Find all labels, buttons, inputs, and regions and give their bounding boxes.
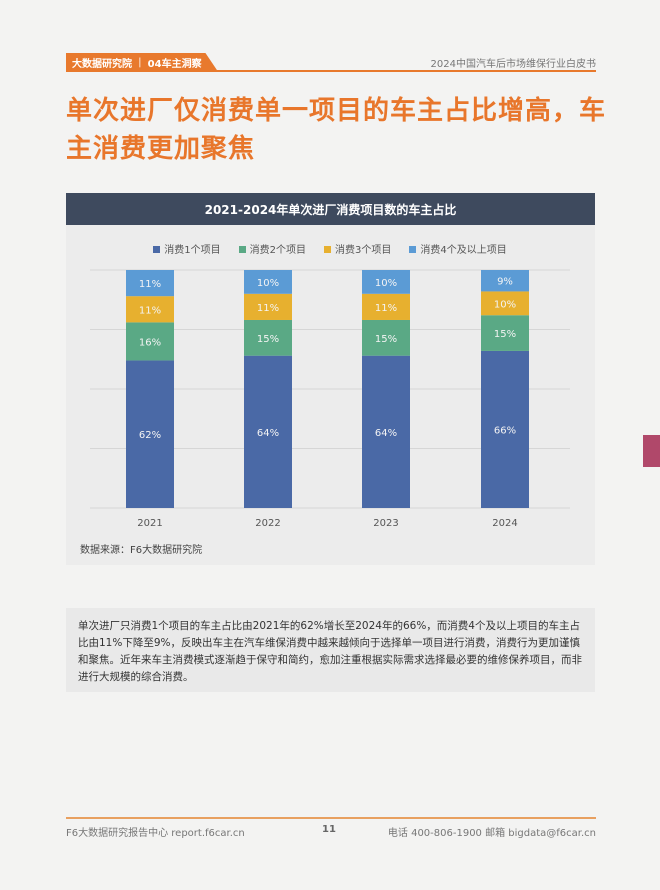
bar-segment bbox=[244, 293, 292, 320]
summary-text: 单次进厂只消费1个项目的车主占比由2021年的62%增长至2024年的66%，而… bbox=[66, 608, 595, 692]
footer-left: F6大数据研究报告中心 report.f6car.cn bbox=[66, 828, 245, 839]
footer-rule bbox=[66, 817, 596, 819]
x-tick-label: 2023 bbox=[373, 518, 398, 529]
data-label: 16% bbox=[139, 337, 161, 348]
document-title: 2024中国汽车后市场维保行业白皮书 bbox=[430, 59, 596, 70]
footer-contact: 电话 400-806-1900 邮箱 bigdata@f6car.cn bbox=[387, 828, 596, 839]
bar-segment bbox=[362, 293, 410, 320]
legend-item: 消费2个项目 bbox=[238, 241, 306, 256]
bar-segment bbox=[481, 291, 529, 316]
bar-segment bbox=[126, 296, 174, 323]
legend-label: 消费3个项目 bbox=[335, 245, 392, 256]
data-label: 11% bbox=[375, 303, 397, 314]
data-label: 11% bbox=[139, 279, 161, 290]
bar-segment bbox=[244, 270, 292, 294]
data-label: 15% bbox=[257, 334, 279, 345]
legend-item: 消费4个及以上项目 bbox=[409, 241, 507, 256]
data-label: 64% bbox=[257, 428, 279, 439]
bar-segment bbox=[244, 355, 292, 508]
bar-segment bbox=[362, 355, 410, 508]
legend-label: 消费4个及以上项目 bbox=[420, 245, 507, 256]
legend-label: 消费2个项目 bbox=[249, 245, 306, 256]
bar-segment bbox=[481, 350, 529, 508]
x-tick-label: 2022 bbox=[255, 518, 280, 529]
data-label: 10% bbox=[494, 299, 516, 310]
bar-segment bbox=[481, 315, 529, 351]
data-label: 62% bbox=[139, 430, 161, 441]
data-source: 数据来源：F6大数据研究院 bbox=[80, 545, 203, 556]
legend-swatch bbox=[409, 246, 417, 253]
legend-swatch bbox=[153, 246, 161, 253]
header-badge: 大数据研究院 | 04车主洞察 bbox=[66, 53, 218, 71]
data-label: 11% bbox=[139, 305, 161, 316]
legend-swatch bbox=[324, 246, 331, 253]
bar-segment bbox=[126, 270, 174, 297]
section-label: 04车主洞察 bbox=[147, 58, 202, 70]
bar-segment bbox=[362, 270, 410, 294]
legend-item: 消费1个项目 bbox=[153, 241, 221, 256]
bar-segment bbox=[126, 322, 174, 361]
x-tick-label: 2021 bbox=[137, 518, 162, 529]
side-tab[interactable] bbox=[643, 435, 660, 467]
chart-legend: 消费1个项目 消费2个项目 消费3个项目 消费4个及以上项目 bbox=[90, 241, 570, 256]
bar-segment bbox=[126, 360, 174, 508]
data-label: 64% bbox=[375, 428, 397, 439]
chart-title: 2021-2024年单次进厂消费项目数的车主占比 bbox=[66, 193, 595, 225]
bar-segment bbox=[244, 319, 292, 356]
data-label: 10% bbox=[257, 278, 279, 289]
x-tick-label: 2024 bbox=[492, 518, 517, 529]
data-label: 11% bbox=[257, 303, 279, 314]
legend-swatch bbox=[238, 246, 246, 253]
bar-segment bbox=[481, 270, 529, 292]
data-label: 15% bbox=[494, 329, 516, 340]
divider: | bbox=[138, 56, 142, 68]
logo: 大数据研究院 bbox=[72, 58, 132, 70]
header-rule bbox=[66, 70, 596, 72]
legend-label: 消费1个项目 bbox=[164, 245, 221, 256]
legend-item: 消费3个项目 bbox=[324, 241, 391, 256]
page-title: 单次进厂仅消费单一项目的车主占比增高，车主消费更加聚焦 bbox=[66, 96, 607, 164]
data-label: 9% bbox=[497, 277, 513, 288]
data-label: 15% bbox=[375, 334, 397, 345]
bar-segment bbox=[362, 319, 410, 356]
page-number: 11 bbox=[322, 824, 336, 835]
data-label: 10% bbox=[375, 278, 397, 289]
data-label: 66% bbox=[494, 425, 516, 436]
